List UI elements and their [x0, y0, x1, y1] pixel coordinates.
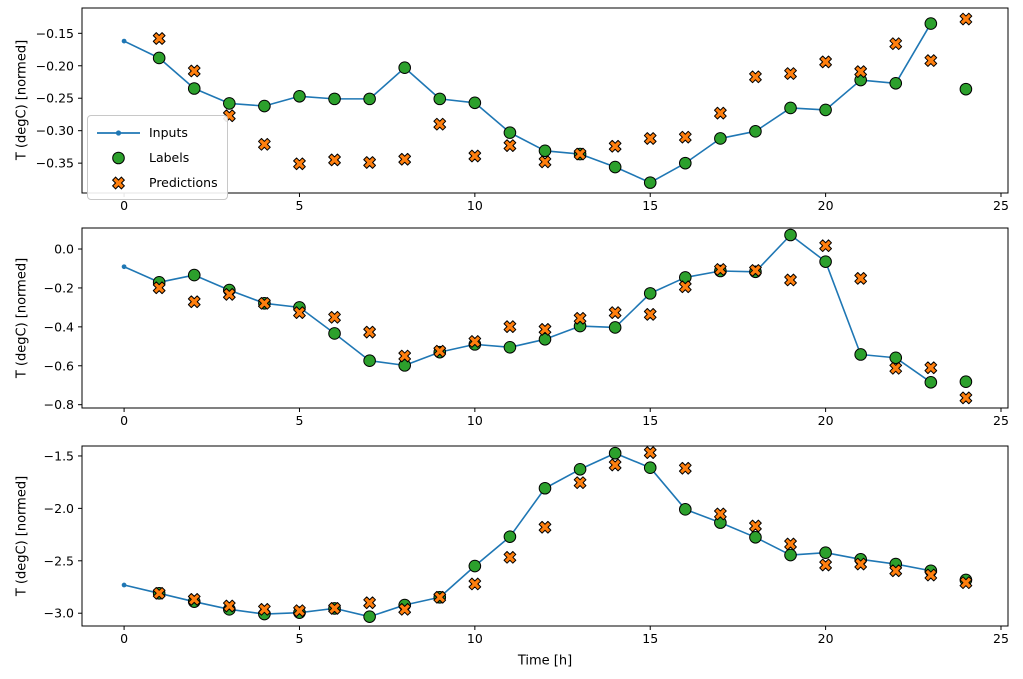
svg-text:25: 25: [993, 413, 1009, 428]
svg-text:20: 20: [818, 198, 834, 213]
legend-item-predictions: Predictions: [96, 170, 219, 195]
y-axis-label-1: T (degC) [normed]: [14, 39, 30, 161]
svg-text:−1.5: −1.5: [44, 448, 74, 463]
legend-item-labels: Labels: [96, 145, 219, 170]
svg-text:−0.30: −0.30: [36, 123, 74, 138]
svg-text:0.0: 0.0: [54, 242, 74, 257]
svg-text:−0.6: −0.6: [44, 358, 74, 373]
svg-text:5: 5: [295, 631, 303, 646]
svg-text:25: 25: [993, 198, 1009, 213]
svg-text:15: 15: [642, 631, 658, 646]
legend: Inputs Labels Predictions: [87, 115, 228, 200]
svg-text:−0.8: −0.8: [44, 397, 74, 412]
svg-text:15: 15: [642, 413, 658, 428]
x-axis-label: Time [h]: [517, 653, 573, 669]
svg-text:0: 0: [120, 198, 128, 213]
legend-item-label: Inputs: [149, 125, 188, 140]
svg-text:−0.25: −0.25: [36, 91, 74, 106]
svg-text:20: 20: [818, 631, 834, 646]
svg-text:−0.2: −0.2: [44, 280, 74, 295]
inputs-line-icon: [96, 127, 141, 139]
legend-item-inputs: Inputs: [96, 120, 219, 145]
svg-text:5: 5: [295, 413, 303, 428]
svg-text:−2.5: −2.5: [44, 553, 74, 568]
legend-item-label: Predictions: [149, 175, 218, 190]
svg-text:−0.35: −0.35: [36, 156, 74, 171]
svg-text:−0.15: −0.15: [36, 26, 74, 41]
svg-text:−3.0: −3.0: [44, 606, 74, 621]
svg-text:0: 0: [120, 413, 128, 428]
predictions-x-icon: [96, 175, 141, 191]
svg-text:25: 25: [993, 631, 1009, 646]
subplot-2: 0 5 10 15 20 25 0.0 −0.2 −0.4 −0.6 −0.8: [44, 227, 1009, 428]
svg-text:−2.0: −2.0: [44, 501, 74, 516]
y-axis-label-3: T (degC) [normed]: [14, 475, 30, 597]
svg-text:5: 5: [295, 198, 303, 213]
svg-text:10: 10: [467, 631, 483, 646]
svg-text:0: 0: [120, 631, 128, 646]
subplot-3: 0 5 10 15 20 25 −1.5 −2.0 −2.5 −3.0: [44, 445, 1009, 646]
svg-text:10: 10: [467, 198, 483, 213]
svg-text:−0.4: −0.4: [44, 319, 74, 334]
labels-circle-icon: [96, 150, 141, 166]
svg-text:20: 20: [818, 413, 834, 428]
svg-text:−0.20: −0.20: [36, 58, 74, 73]
svg-text:15: 15: [642, 198, 658, 213]
legend-item-label: Labels: [149, 150, 190, 165]
y-axis-label-2: T (degC) [normed]: [14, 257, 30, 379]
svg-text:10: 10: [467, 413, 483, 428]
